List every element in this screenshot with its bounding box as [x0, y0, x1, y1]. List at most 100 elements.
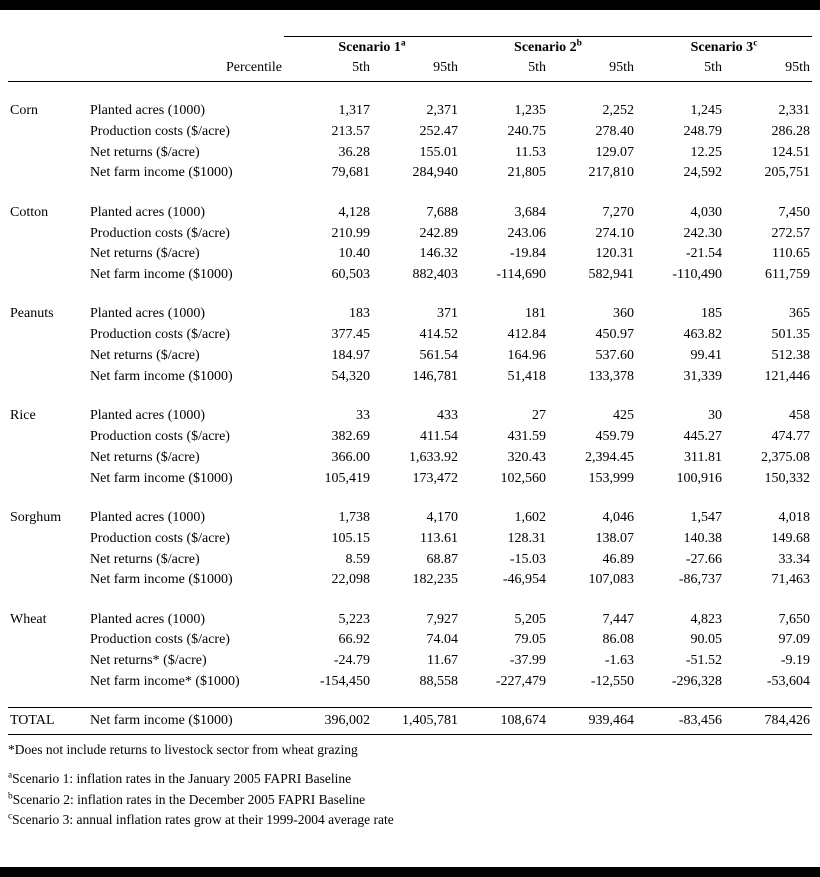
- scenario-2-label: Scenario 2: [514, 40, 577, 55]
- value-cell: 113.61: [420, 530, 458, 546]
- crop-name: Rice: [10, 408, 36, 424]
- total-value-cell: -83,456: [636, 707, 724, 736]
- total-label: TOTAL: [8, 707, 88, 736]
- value-cell: 459.79: [595, 428, 635, 444]
- value-cell: 240.75: [507, 123, 547, 139]
- percentile-label: Percentile: [88, 58, 284, 82]
- metric-label: Net returns* ($/acre): [90, 653, 207, 669]
- value-cell: 120.31: [595, 246, 635, 262]
- value-cell: 7,450: [778, 204, 811, 220]
- value-cell: 150,332: [764, 470, 811, 486]
- value-cell: 243.06: [507, 225, 547, 241]
- value-cell: -27.66: [685, 551, 722, 567]
- table-row: Production costs ($/acre) 210.99 242.89 243…: [8, 223, 812, 244]
- value-cell: 7,270: [602, 204, 635, 220]
- value-cell: 458: [789, 408, 810, 424]
- value-cell: 365: [789, 306, 810, 322]
- value-cell: 71,463: [771, 572, 811, 588]
- crop-name: Cotton: [10, 204, 49, 220]
- value-cell: -9.19: [780, 653, 810, 669]
- value-cell: 205,751: [764, 165, 811, 181]
- value-cell: 4,128: [338, 204, 371, 220]
- scenario-1-label: Scenario 1: [338, 40, 401, 55]
- value-cell: 1,738: [338, 509, 371, 525]
- crop-name: [8, 427, 88, 448]
- bottom-border-bar: [0, 867, 820, 877]
- scenario-header-row: Scenario 1a Scenario 2b Scenario 3c: [8, 36, 812, 58]
- value-cell: 4,030: [690, 204, 723, 220]
- value-cell: 1,633.92: [409, 449, 458, 465]
- scenario-3-sup: c: [753, 38, 758, 49]
- value-cell: 2,371: [426, 103, 459, 118]
- scenario-3-header: Scenario 3c: [636, 36, 812, 58]
- value-cell: 382.69: [331, 428, 371, 444]
- value-cell: 248.79: [683, 123, 723, 139]
- crop-name: Peanuts: [10, 306, 54, 322]
- value-cell: 129.07: [595, 144, 635, 160]
- value-cell: 450.97: [595, 327, 635, 343]
- scenario-2-sup: b: [576, 38, 582, 49]
- value-cell: 99.41: [690, 348, 723, 364]
- value-cell: 411.54: [420, 428, 458, 444]
- metric-label: Production costs ($/acre): [90, 530, 230, 546]
- value-cell: 153,999: [588, 470, 635, 486]
- metric-label: Net farm income* ($1000): [90, 674, 240, 690]
- value-cell: -114,690: [496, 267, 546, 283]
- value-cell: 1,602: [514, 509, 547, 525]
- table-row: Net returns ($/acre) 10.40 146.32 -19.84 120…: [8, 244, 812, 265]
- value-cell: 155.01: [419, 144, 459, 160]
- value-cell: 463.82: [683, 327, 723, 343]
- value-cell: -37.99: [509, 653, 546, 669]
- crop-name: [8, 630, 88, 651]
- table-row: Net returns* ($/acre) -24.79 11.67 -37.99 -1…: [8, 651, 812, 672]
- table-row: Net farm income ($1000) 105,419 173,472 102…: [8, 468, 812, 489]
- value-cell: 2,331: [778, 103, 811, 118]
- value-cell: 366.00: [331, 449, 371, 465]
- crop-name: [8, 528, 88, 549]
- value-cell: 21,805: [507, 165, 547, 181]
- metric-label: Net farm income ($1000): [90, 470, 233, 486]
- value-cell: 425: [613, 408, 634, 424]
- value-cell: 54,320: [331, 368, 371, 384]
- value-cell: -24.79: [333, 653, 370, 669]
- scenario-3-label: Scenario 3: [690, 40, 754, 55]
- value-cell: 12.25: [690, 144, 723, 160]
- table-row: Net farm income ($1000) 60,503 882,403 -114…: [8, 265, 812, 286]
- crop-name: Wheat: [10, 611, 47, 627]
- total-value-cell: 784,426: [724, 707, 812, 736]
- footnote: cScenario 3: annual inflation rates grow…: [8, 810, 394, 827]
- footnote: *Does not include returns to livestock s…: [8, 742, 358, 758]
- value-cell: 414.52: [419, 327, 459, 343]
- table-row: Net farm income ($1000) 54,320 146,781 51,4…: [8, 366, 812, 387]
- value-cell: 1,245: [690, 103, 723, 118]
- percentile-col-header: 5th: [460, 58, 548, 82]
- value-cell: 110.65: [772, 246, 810, 262]
- value-cell: 284,940: [412, 165, 459, 181]
- value-cell: -46,954: [502, 572, 546, 588]
- table-row: Sorghum Planted acres (1000) 1,738 4,170 1,6…: [8, 489, 812, 528]
- percentile-col-header: 95th: [372, 58, 460, 82]
- value-cell: 51,418: [507, 368, 547, 384]
- table-body: Corn Planted acres (1000) 1,317 2,371 1,235 2…: [8, 82, 812, 708]
- crop-name: [8, 549, 88, 570]
- metric-label: Net farm income ($1000): [90, 368, 233, 384]
- value-cell: 11.67: [427, 653, 458, 669]
- value-cell: 1,235: [514, 103, 547, 118]
- table-row: Net returns ($/acre) 8.59 68.87 -15.03 46.89…: [8, 549, 812, 570]
- value-cell: 102,560: [500, 470, 547, 486]
- value-cell: 36.28: [338, 144, 371, 160]
- value-cell: 4,823: [690, 611, 723, 627]
- value-cell: -53,604: [766, 674, 810, 690]
- value-cell: 185: [701, 306, 722, 322]
- value-cell: 272.57: [771, 225, 811, 241]
- scenario-2-header: Scenario 2b: [460, 36, 636, 58]
- value-cell: 149.68: [771, 530, 811, 546]
- value-cell: 88,558: [419, 674, 459, 690]
- value-cell: 252.47: [419, 123, 459, 139]
- total-value-cell: 1,405,781: [372, 707, 460, 736]
- value-cell: -1.63: [604, 653, 634, 669]
- value-cell: 97.09: [778, 632, 811, 648]
- crop-name: [8, 121, 88, 142]
- value-cell: 66.92: [338, 632, 371, 648]
- table-row: Corn Planted acres (1000) 1,317 2,371 1,235 2…: [8, 82, 812, 122]
